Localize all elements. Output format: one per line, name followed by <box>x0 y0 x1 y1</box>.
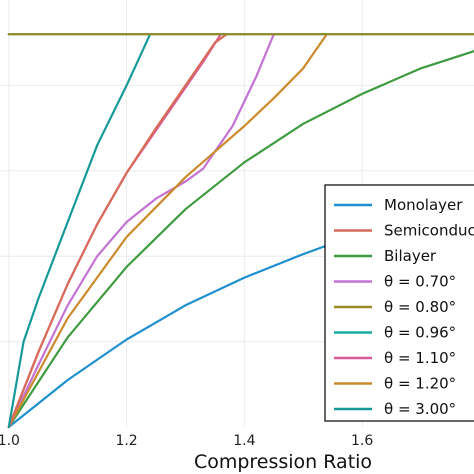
series-line-8 <box>7 33 152 429</box>
x-tick-label-0: 1.0 <box>0 433 20 449</box>
series-line-3 <box>7 33 275 429</box>
series-line-7 <box>7 33 328 429</box>
legend-label-8: θ = 3.00° <box>384 400 456 418</box>
series-line-2 <box>7 50 474 429</box>
x-tick-label-2: 1.4 <box>233 433 255 449</box>
legend-label-5: θ = 0.96° <box>384 324 456 342</box>
legend-label-3: θ = 0.70° <box>384 273 456 291</box>
legend-label-2: Bilayer <box>384 247 437 265</box>
x-axis-title: Compression Ratio <box>194 451 372 473</box>
legend-label-0: Monolayer <box>384 196 463 214</box>
grid <box>0 0 474 427</box>
legend-label-1: Semiconductor <box>384 222 474 240</box>
legend-box <box>324 184 474 422</box>
legend-label-6: θ = 1.10° <box>384 349 456 367</box>
x-tick-label-3: 1.6 <box>351 433 373 449</box>
legend-label-7: θ = 1.20° <box>384 375 456 393</box>
series-line-1 <box>7 33 228 429</box>
x-tick-label-1: 1.2 <box>115 433 137 449</box>
legend: Monolayer Semiconductor Bilayer θ = 0.70° θ … <box>324 184 474 422</box>
legend-label-4: θ = 0.80° <box>384 298 456 316</box>
x-tick-labels: 1.0 1.2 1.4 1.6 <box>0 433 373 449</box>
